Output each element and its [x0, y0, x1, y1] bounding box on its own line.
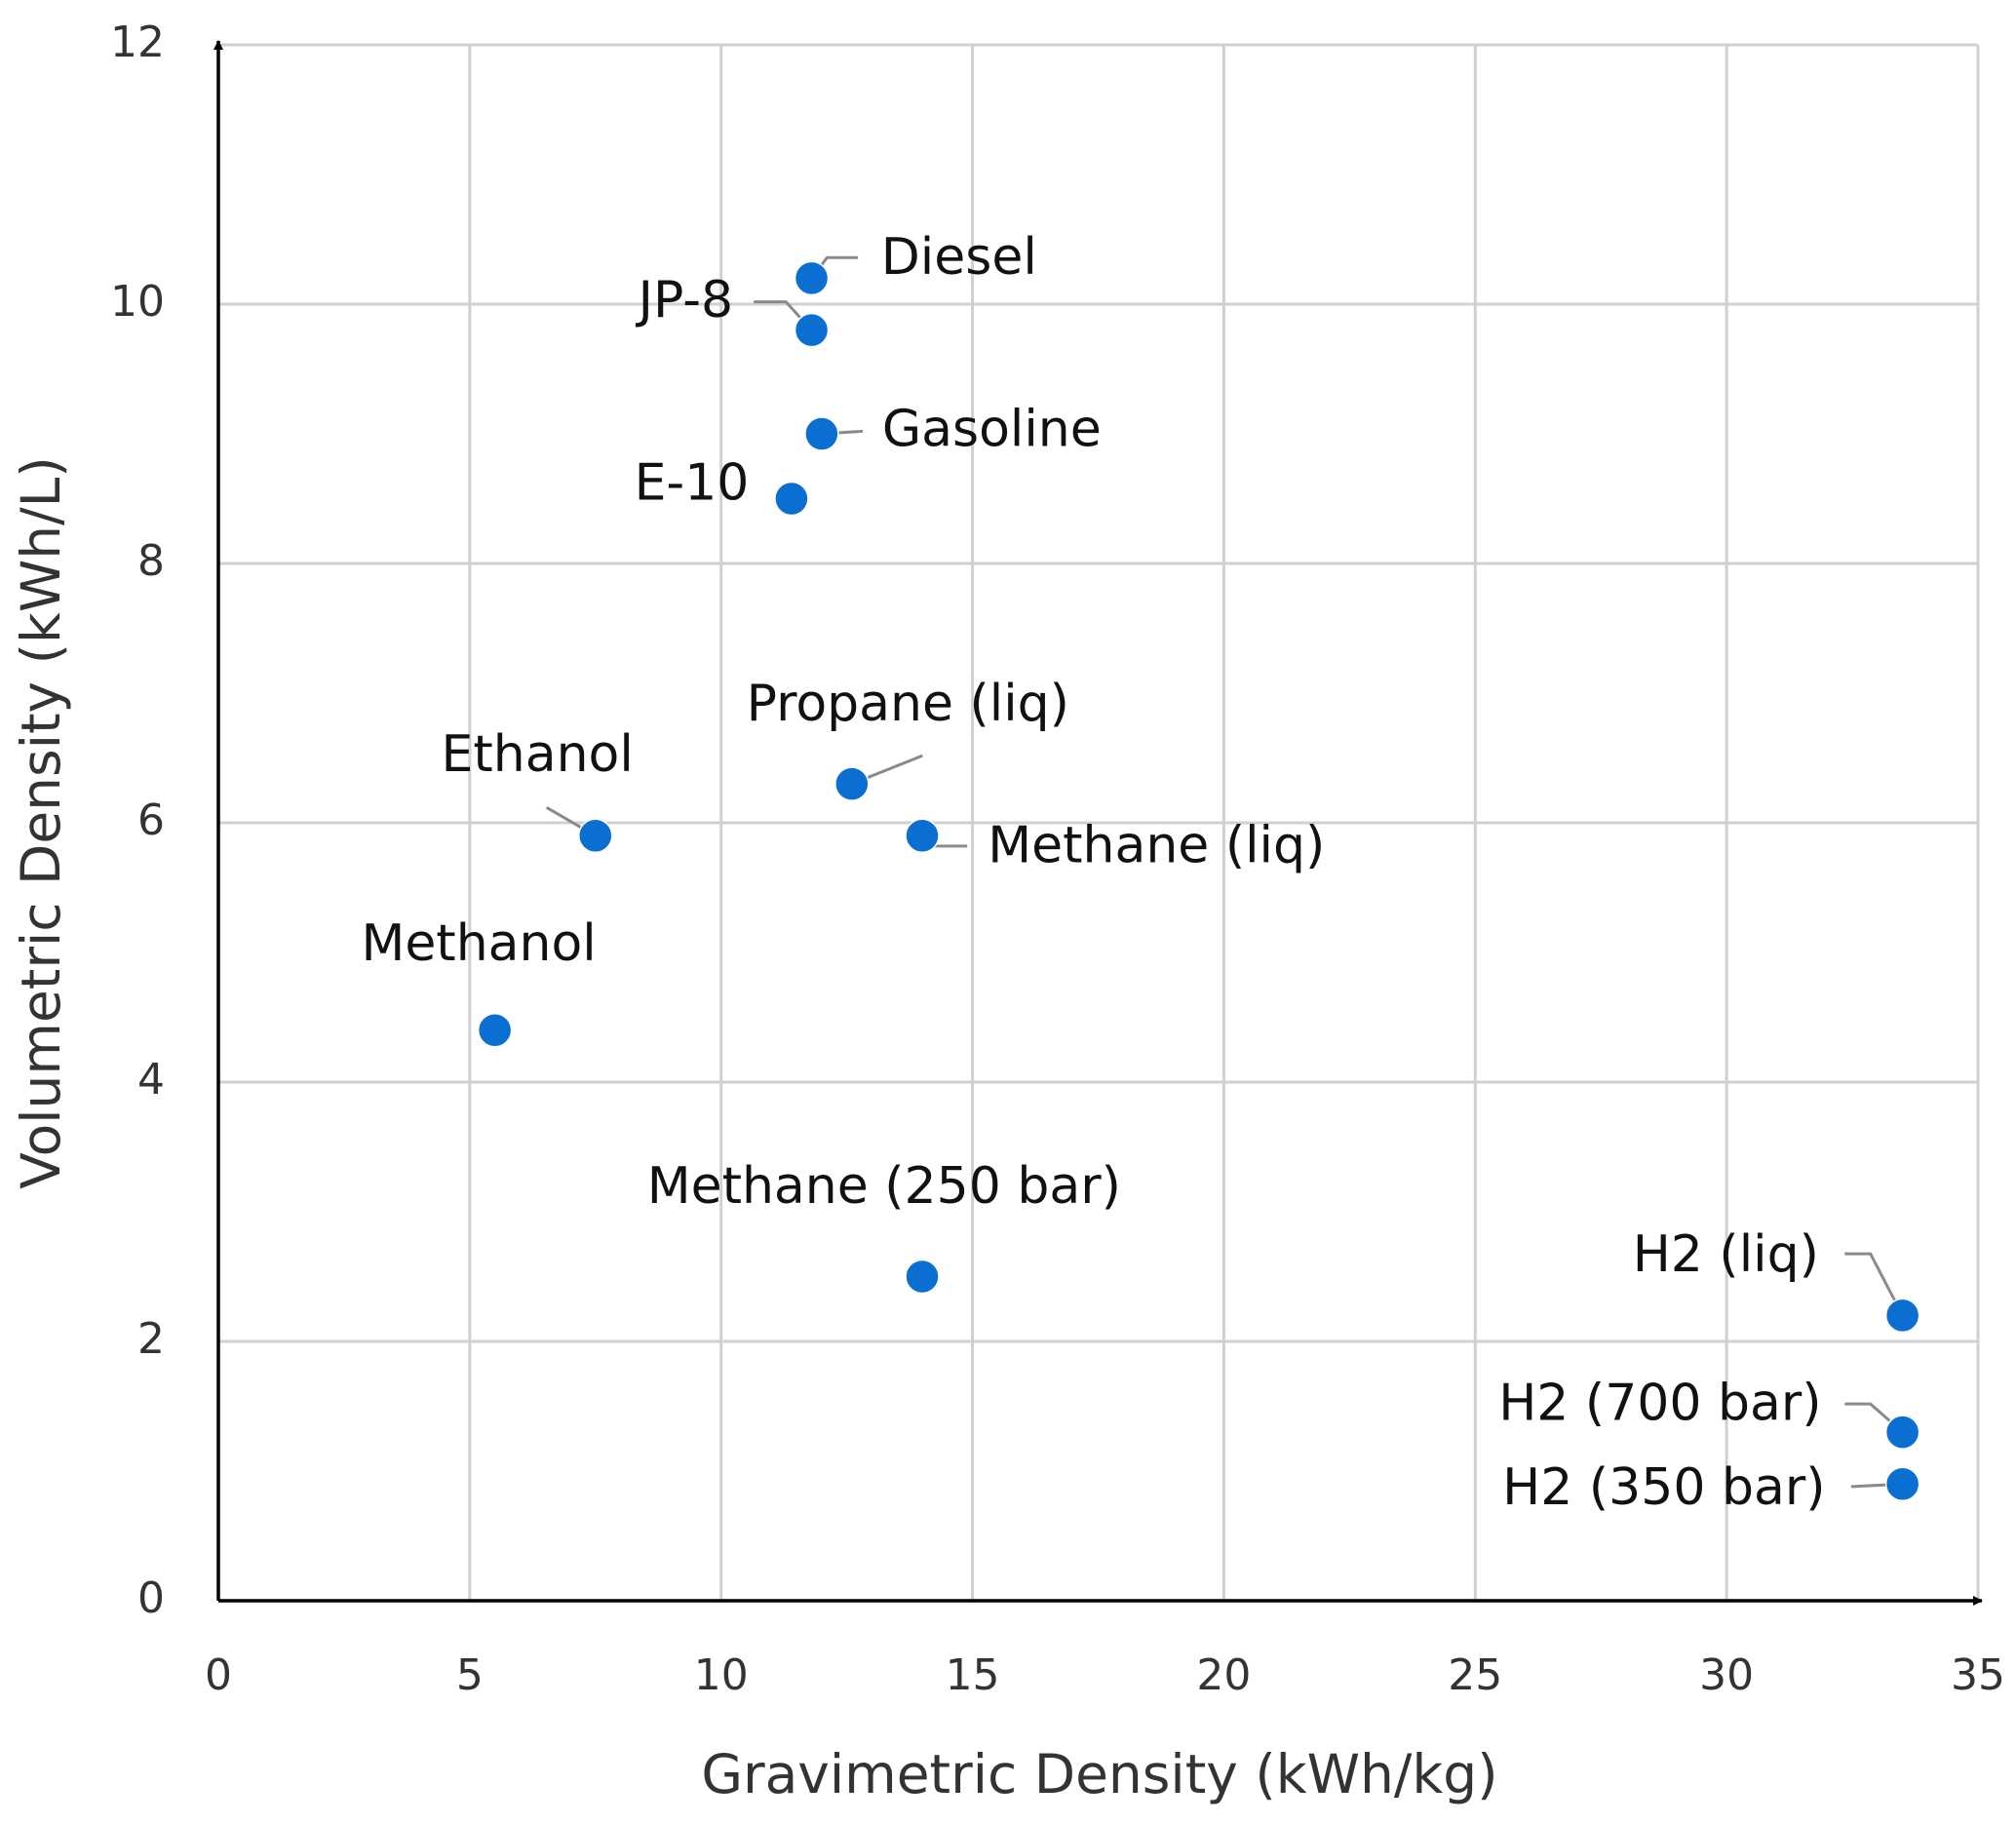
- point: [774, 481, 809, 517]
- x-axis-title: Gravimetric Density (kWh/kg): [701, 1743, 1497, 1805]
- point: [905, 818, 940, 854]
- y-tick-label: 6: [137, 795, 165, 845]
- x-tick-label: 20: [1196, 1650, 1251, 1700]
- marks: Diesel JP-8 Gasoline E-10 Propane (liq) Metha…: [361, 228, 1920, 1517]
- point-label: Propane (liq): [747, 675, 1069, 733]
- point-label: Methane (250 bar): [647, 1157, 1121, 1216]
- x-tick-label: 15: [946, 1650, 1000, 1700]
- y-tick-label: 12: [110, 18, 165, 67]
- leader-line: [1844, 1252, 1904, 1317]
- point: [834, 766, 870, 801]
- y-tick-label: 0: [137, 1573, 165, 1623]
- point: [794, 312, 830, 348]
- point: [804, 416, 839, 451]
- x-tick-label: 10: [694, 1650, 749, 1700]
- x-tick-label: 5: [456, 1650, 484, 1700]
- x-tick-label: 0: [205, 1650, 232, 1700]
- point: [578, 818, 613, 854]
- y-axis-title: Volumetric Density (kWh/L): [10, 456, 72, 1189]
- point: [1884, 1298, 1920, 1334]
- point: [1884, 1466, 1920, 1502]
- point-label: H2 (700 bar): [1498, 1375, 1821, 1433]
- x-tick-label: 30: [1699, 1650, 1754, 1700]
- point: [477, 1013, 513, 1048]
- point-label: H2 (350 bar): [1502, 1458, 1825, 1517]
- point-label: E-10: [635, 453, 750, 512]
- axes: 0 5 10 15 20 25 30 35 0 2 4 6 8 10 12: [110, 18, 2005, 1700]
- point-label: JP-8: [636, 271, 733, 330]
- point-label: Methane (liq): [988, 816, 1325, 874]
- y-tick-label: 2: [137, 1314, 165, 1364]
- point-label: H2 (liq): [1633, 1225, 1819, 1284]
- point-label: Methanol: [361, 914, 596, 973]
- y-tick-label: 4: [137, 1055, 165, 1105]
- point-label: Gasoline: [882, 401, 1102, 459]
- point: [794, 260, 830, 296]
- grid: [216, 43, 1980, 1603]
- y-tick-label: 10: [110, 277, 165, 327]
- point-label: Diesel: [881, 228, 1037, 287]
- y-tick-label: 8: [137, 536, 165, 586]
- point-label: Ethanol: [442, 725, 634, 784]
- point: [1884, 1415, 1920, 1450]
- point: [905, 1259, 940, 1295]
- x-tick-label: 35: [1951, 1650, 2005, 1700]
- x-tick-label: 25: [1448, 1650, 1502, 1700]
